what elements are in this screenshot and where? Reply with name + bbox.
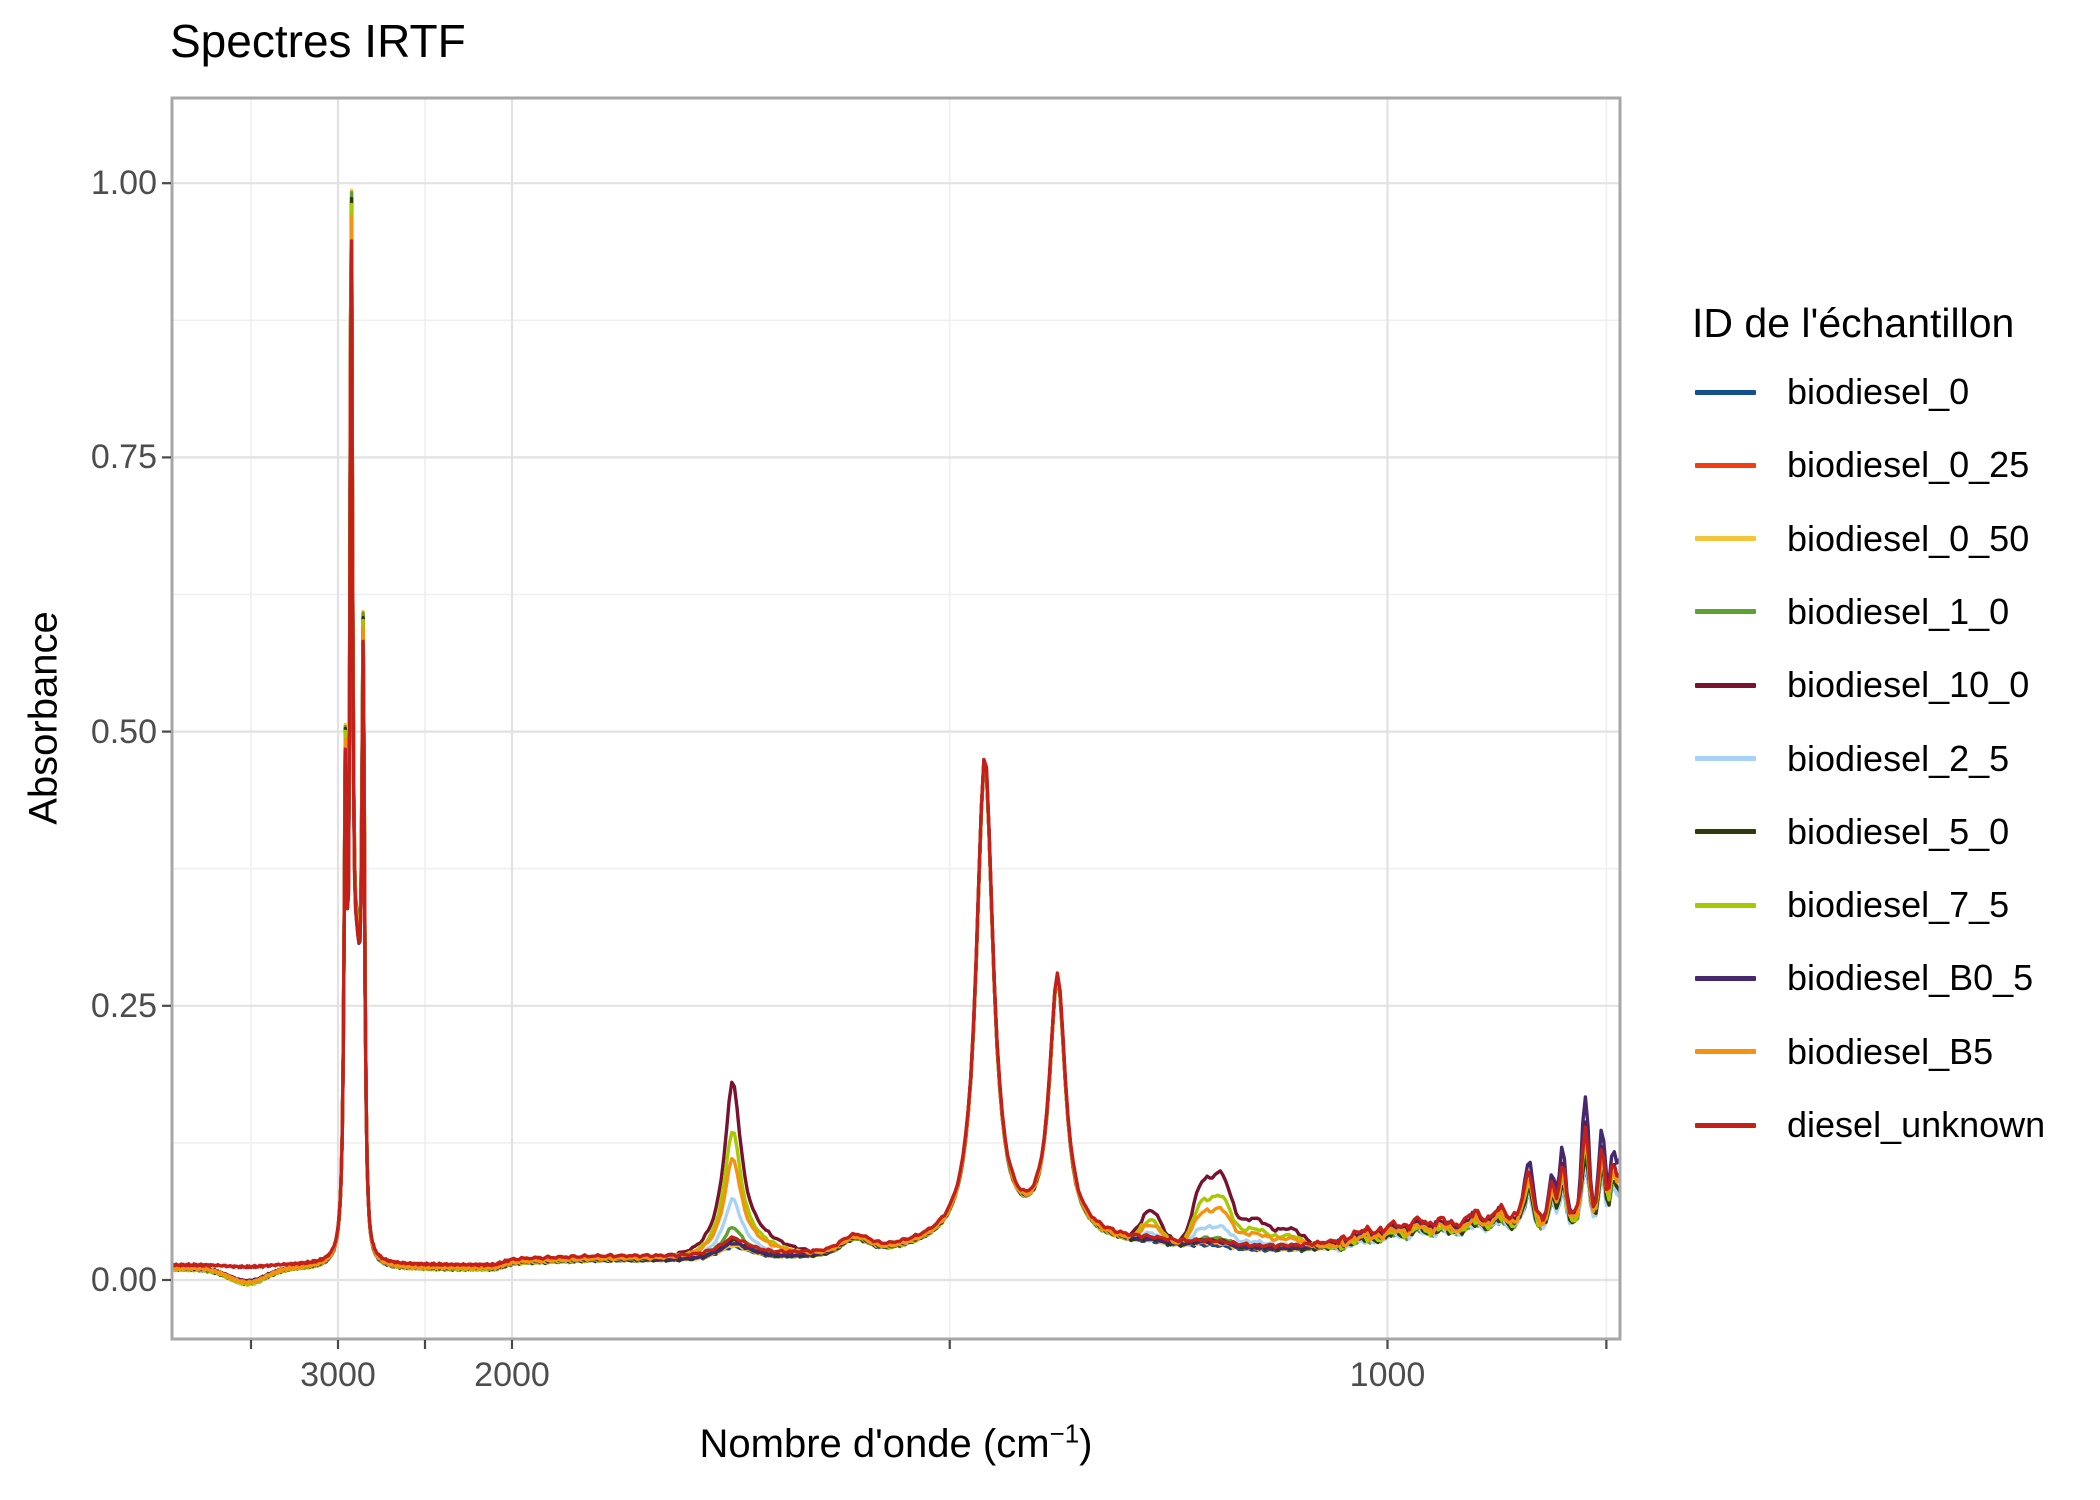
x-tick-label: 2000 bbox=[474, 1356, 550, 1394]
legend-entry-label: biodiesel_10_0 bbox=[1787, 664, 2030, 706]
legend-entry: biodiesel_10_0 bbox=[1695, 660, 2029, 710]
legend-entry-label: biodiesel_0 bbox=[1787, 371, 1970, 412]
legend-entry-label: biodiesel_B0_5 bbox=[1787, 957, 2034, 999]
legend-entry: biodiesel_B5 bbox=[1695, 1027, 1993, 1077]
legend-entry: biodiesel_7_5 bbox=[1695, 880, 2009, 930]
legend-entry-label: biodiesel_1_0 bbox=[1787, 590, 2010, 632]
y-tick-label: 0.00 bbox=[90, 1261, 157, 1299]
legend-entry-label: diesel_unknown bbox=[1787, 1104, 2046, 1145]
y-tick-label: 0.25 bbox=[90, 986, 157, 1025]
legend-entry: diesel_unknown bbox=[1695, 1100, 2045, 1150]
x-axis-title-close: ) bbox=[1079, 1422, 1093, 1466]
y-tick-label: 0.75 bbox=[90, 438, 157, 477]
legend-key-line bbox=[1695, 462, 1756, 468]
legend-entry-label: biodiesel_5_0 bbox=[1787, 810, 2010, 852]
series-line-biodiesel_B5 bbox=[172, 215, 1620, 1285]
legend-entry: biodiesel_1_0 bbox=[1695, 587, 2009, 637]
legend-key-line bbox=[1695, 829, 1756, 835]
legend-entry: biodiesel_0 bbox=[1695, 367, 1969, 417]
legend-key-line bbox=[1695, 536, 1756, 542]
legend-entry-label: biodiesel_2_5 bbox=[1787, 737, 2010, 779]
x-tick-label: 3000 bbox=[300, 1356, 376, 1394]
legend-entry: biodiesel_0_25 bbox=[1695, 440, 2029, 490]
legend-key-line bbox=[1695, 902, 1756, 908]
legend-entry: biodiesel_0_50 bbox=[1695, 514, 2029, 564]
legend-entry: biodiesel_B0_5 bbox=[1695, 953, 2033, 1003]
x-axis-title: Nombre d'onde (cm−1) bbox=[699, 1418, 1093, 1467]
legend-key-line bbox=[1695, 609, 1756, 615]
legend-key-line bbox=[1695, 682, 1756, 688]
legend-entry-label: biodiesel_B5 bbox=[1787, 1030, 1994, 1072]
legend-entry-label: biodiesel_0_25 bbox=[1787, 444, 2030, 486]
legend-key-line bbox=[1695, 389, 1756, 395]
legend-entry-label: biodiesel_7_5 bbox=[1787, 884, 2010, 926]
legend-entry-label: biodiesel_0_50 bbox=[1787, 517, 2030, 559]
panel-border bbox=[170, 96, 1622, 1341]
legend-key-line bbox=[1695, 1122, 1756, 1128]
x-axis-title-superscript: −1 bbox=[1049, 1418, 1080, 1449]
y-tick-label: 1.00 bbox=[90, 164, 157, 203]
x-tick-label: 1000 bbox=[1349, 1356, 1426, 1394]
legend-key-line bbox=[1695, 1049, 1756, 1055]
legend-entry: biodiesel_2_5 bbox=[1695, 734, 2009, 784]
legend-entry: biodiesel_5_0 bbox=[1695, 807, 2009, 857]
chart-title: Spectres IRTF bbox=[170, 15, 466, 67]
series-line-diesel_unknown bbox=[172, 239, 1620, 1270]
y-tick-label: 0.50 bbox=[90, 712, 157, 751]
legend-key-line bbox=[1695, 975, 1756, 981]
legend-title: ID de l'échantillon bbox=[1692, 300, 2015, 346]
panel-background bbox=[172, 98, 1620, 1339]
x-axis-title-text: Nombre d'onde (cm bbox=[699, 1422, 1050, 1466]
legend-key-line bbox=[1695, 756, 1756, 761]
